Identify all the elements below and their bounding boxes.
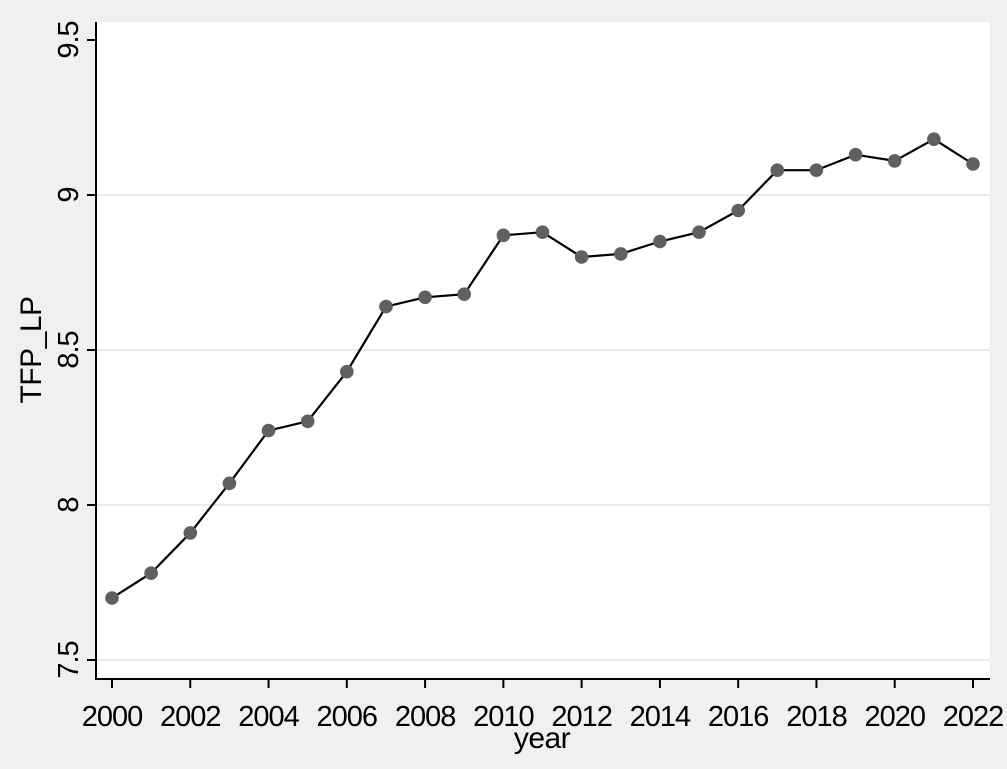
data-point-marker: [496, 228, 511, 243]
data-point-marker: [340, 364, 354, 379]
y-axis-ticks: 7.5 8 8.5 9 9.5: [53, 21, 95, 679]
data-point-marker: [535, 225, 550, 239]
y-tick-label: 7.5: [53, 641, 85, 678]
data-point-marker: [144, 566, 158, 580]
x-axis-ticks: 2000 2002 2004 2006 2008 2010 2012 2014 2016 2018…: [82, 679, 1004, 733]
x-tick-label: 2014: [630, 701, 691, 733]
data-point-marker: [261, 423, 276, 438]
x-tick-label: 2004: [238, 701, 299, 733]
y-tick-label: 9: [53, 187, 85, 202]
data-point-marker: [379, 299, 393, 314]
data-point-marker: [105, 591, 119, 605]
data-point-marker: [222, 476, 237, 491]
y-tick-label: 9.5: [53, 21, 85, 58]
x-tick-label: 2008: [395, 701, 456, 733]
x-tick-label: 2016: [708, 701, 769, 733]
data-point-marker: [770, 163, 785, 177]
y-tick-label: 8.5: [53, 331, 85, 368]
data-point-marker: [418, 290, 432, 305]
data-point-marker: [614, 247, 628, 261]
y-tick-label: 8: [53, 497, 85, 512]
gridlines: [96, 194, 990, 661]
x-tick-label: 2006: [317, 701, 378, 733]
data-point-marker: [300, 414, 315, 429]
x-axis-title: year: [514, 722, 571, 755]
data-point-marker: [653, 234, 667, 249]
data-point-marker: [183, 526, 198, 540]
x-tick-label: 2002: [160, 701, 221, 733]
data-point-marker: [692, 225, 706, 239]
data-point-marker: [731, 203, 745, 218]
data-point-marker: [927, 132, 941, 146]
data-point-marker: [809, 163, 824, 177]
data-point-marker: [574, 250, 589, 264]
data-point-marker: [457, 287, 472, 302]
data-point-marker: [848, 147, 863, 162]
data-point-marker: [887, 154, 902, 168]
x-tick-label: 2022: [943, 701, 1004, 733]
x-tick-label: 2020: [864, 701, 925, 733]
y-axis-title: TFP_LP: [15, 296, 48, 403]
data-point-marker: [966, 157, 980, 171]
x-tick-label: 2010: [473, 701, 534, 733]
series-markers: [105, 132, 980, 605]
x-tick-label: 2012: [551, 701, 612, 733]
x-tick-label: 2018: [786, 701, 847, 733]
x-tick-label: 2000: [82, 701, 143, 733]
